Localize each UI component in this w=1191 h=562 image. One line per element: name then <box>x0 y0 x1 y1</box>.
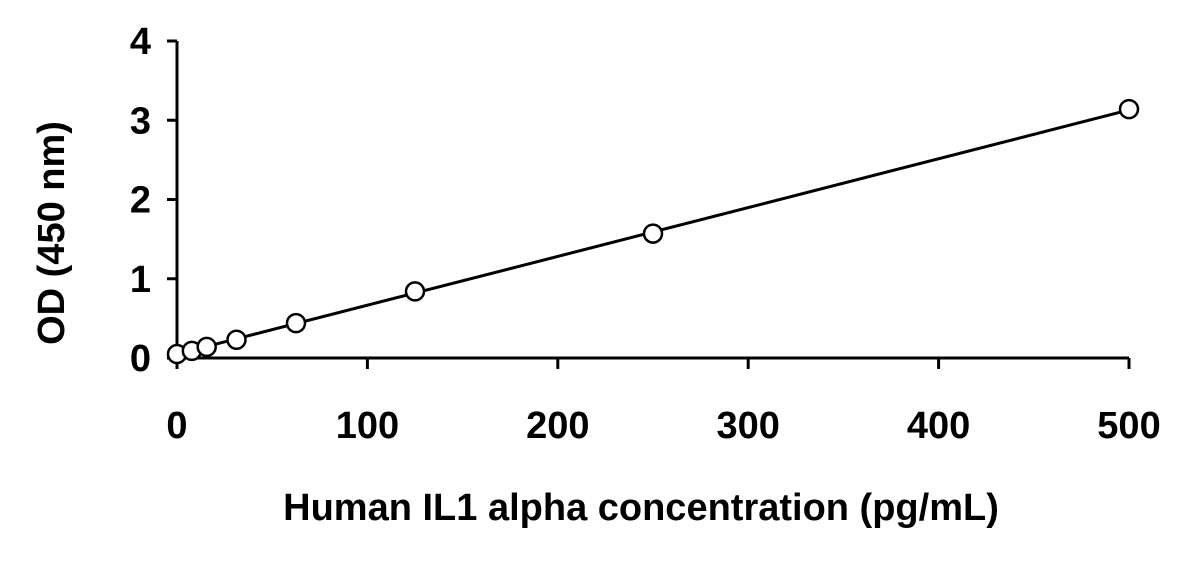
points-layer <box>166 98 1140 365</box>
x-tick-label: 500 <box>1097 405 1160 447</box>
x-axis-title: Human IL1 alpha concentration (pg/mL) <box>283 487 999 529</box>
data-point <box>404 281 426 302</box>
y-ticks: 0 1 2 3 4 <box>130 21 177 380</box>
x-tick-label: 100 <box>336 405 399 447</box>
data-point <box>642 223 664 244</box>
y-tick-label: 4 <box>130 21 151 63</box>
y-tick-label: 3 <box>130 100 151 142</box>
x-tick-label: 300 <box>716 405 779 447</box>
x-tick-label: 400 <box>907 405 970 447</box>
x-ticks: 0 100 200 300 400 500 <box>166 358 1161 447</box>
x-tick-label: 0 <box>166 405 187 447</box>
y-tick-label: 2 <box>130 180 151 222</box>
y-tick-label: 1 <box>130 259 151 301</box>
axes <box>175 41 1129 360</box>
data-point <box>196 336 217 358</box>
data-point <box>285 312 307 334</box>
data-point <box>1118 98 1140 120</box>
x-tick-label: 200 <box>526 405 589 447</box>
data-point <box>226 329 247 351</box>
y-axis-title: OD (450 nm) <box>31 121 73 345</box>
y-tick-label: 0 <box>130 338 151 380</box>
